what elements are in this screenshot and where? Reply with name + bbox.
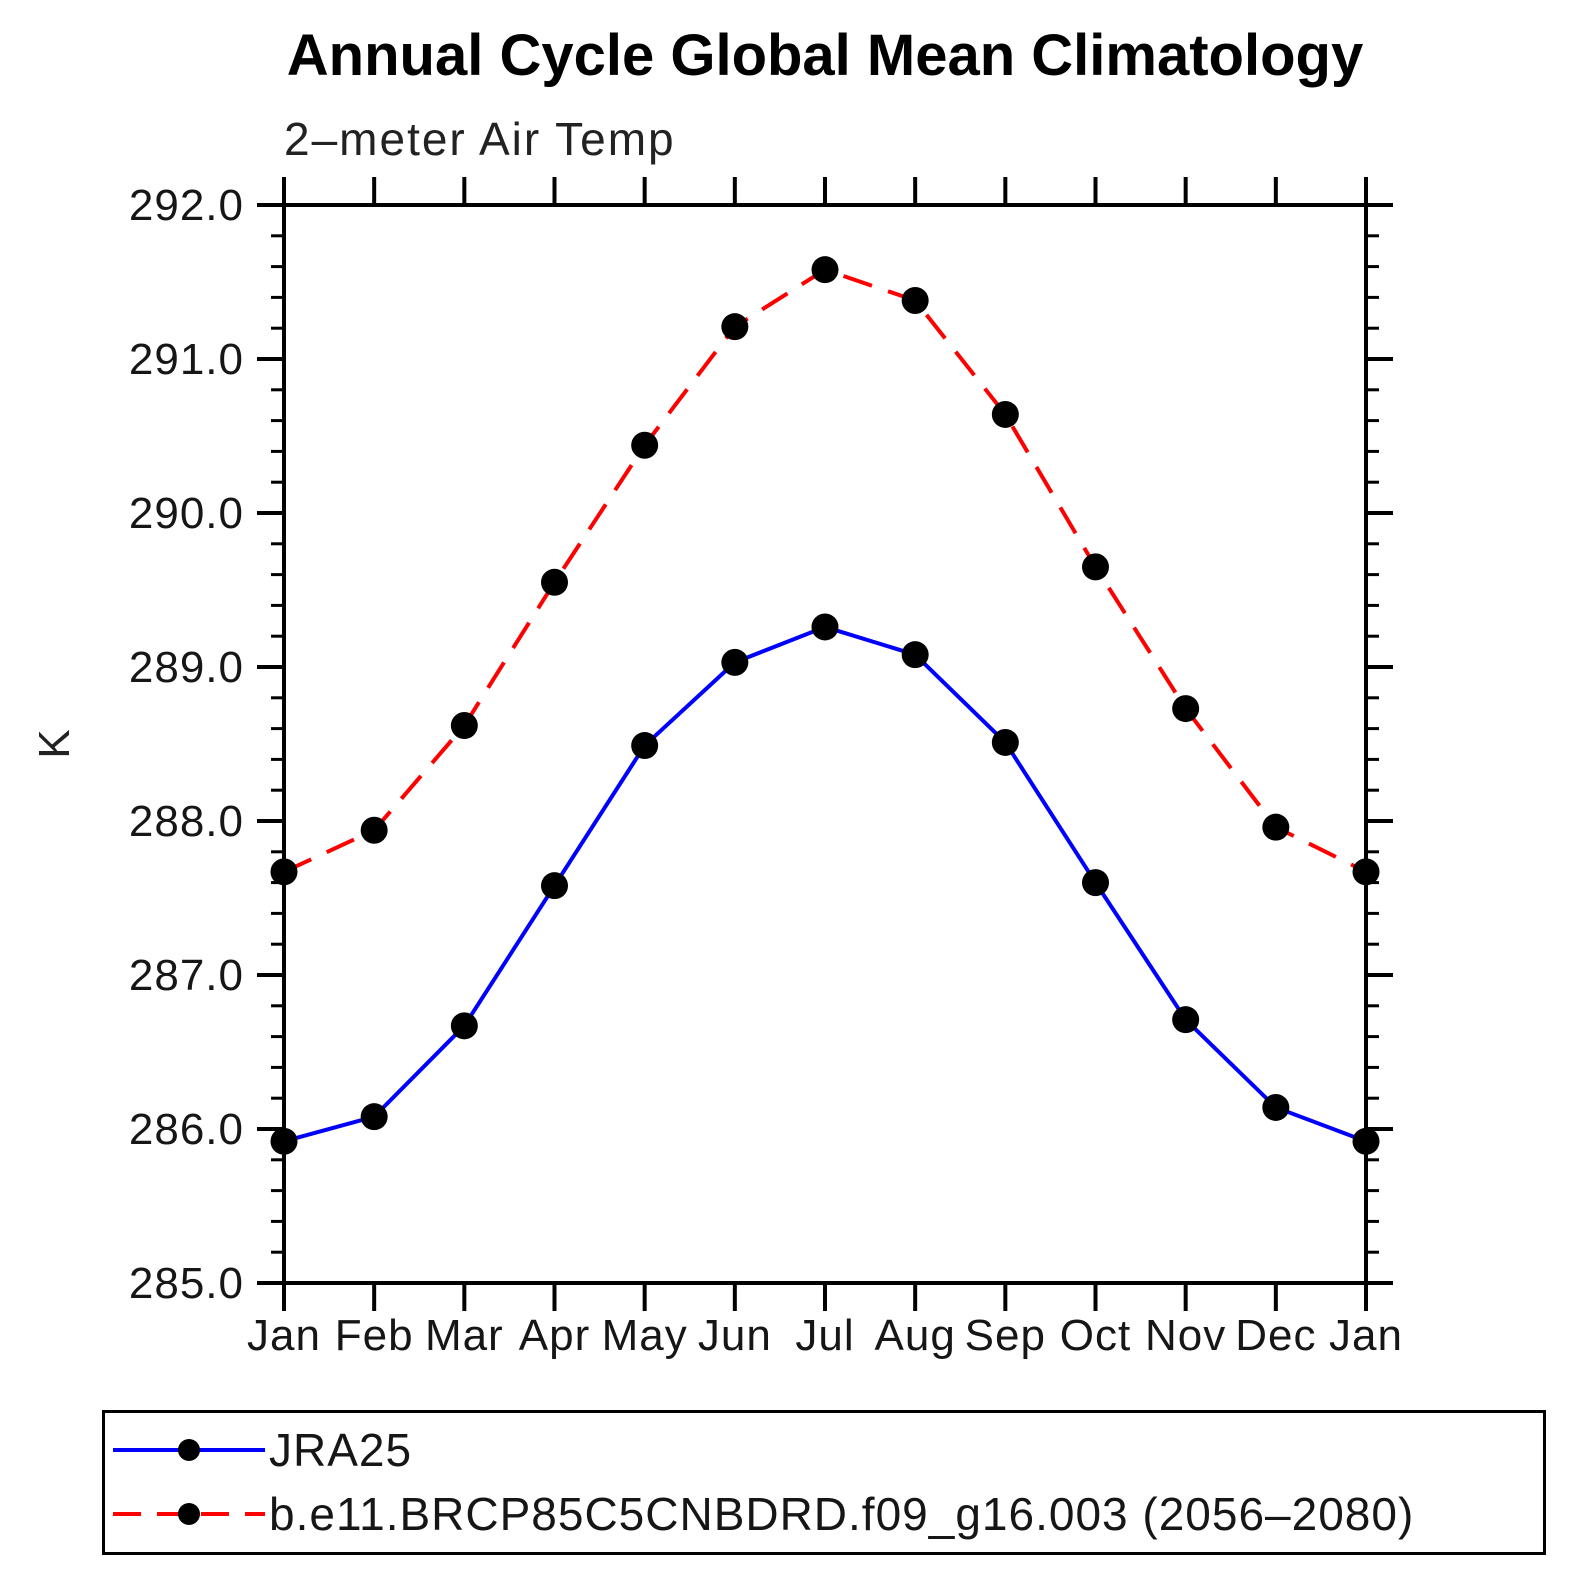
x-tick-label: Jan [1329, 1311, 1403, 1360]
legend-swatch-solid-line [113, 1439, 265, 1461]
data-point-marker [1262, 813, 1290, 841]
data-point-marker [1262, 1093, 1290, 1121]
data-point-marker [450, 1012, 478, 1040]
legend-label-jra25: JRA25 [269, 1424, 413, 1476]
x-tick-label: Aug [875, 1311, 956, 1360]
series-line [283, 624, 1367, 1144]
data-point-marker [631, 732, 659, 760]
data-point-marker [1082, 553, 1109, 581]
series-model [270, 256, 1380, 886]
x-tick-label: Jul [795, 1311, 854, 1360]
data-point-marker [450, 712, 478, 740]
y-tick-label: 290.0 [129, 489, 244, 538]
chart-title: Annual Cycle Global Mean Climatology [286, 23, 1364, 88]
x-tick-label: Dec [1235, 1311, 1316, 1360]
y-tick-label: 287.0 [129, 951, 244, 1000]
legend-marker-dot [178, 1503, 200, 1525]
series-jra25 [270, 613, 1380, 1155]
data-point-marker [1352, 1127, 1380, 1155]
x-tick-label: Jan [247, 1311, 321, 1360]
chart-subtitle: 2–meter Air Temp [284, 113, 676, 165]
data-point-marker [1172, 695, 1200, 723]
data-point-marker [1082, 869, 1109, 897]
data-point-marker [270, 1127, 298, 1155]
data-point-marker [1172, 1006, 1200, 1034]
data-point-marker [991, 400, 1019, 428]
x-tick-label: Jun [698, 1311, 772, 1360]
legend-marker-dot [178, 1439, 200, 1461]
x-tick-label: Apr [519, 1311, 590, 1360]
data-point-marker [991, 728, 1019, 756]
axes [257, 177, 1393, 1311]
x-tick-label: Feb [335, 1311, 414, 1360]
data-point-marker [270, 858, 298, 886]
legend-swatch-dashed-line [113, 1503, 265, 1525]
series-line [283, 267, 1367, 874]
y-tick-labels: 285.0 286.0 287.0 288.0 289.0 290.0 291.0 292.0 [129, 181, 244, 1308]
data-point-marker [1352, 858, 1380, 886]
legend-label-model: b.e11.BRCP85C5CNBDRD.f09_g16.003 (2056–2… [269, 1488, 1415, 1540]
y-tick-label: 286.0 [129, 1105, 244, 1154]
x-tick-label: May [602, 1311, 688, 1360]
data-point-marker [721, 648, 749, 676]
data-point-marker [541, 872, 568, 900]
x-tick-label: Mar [425, 1311, 504, 1360]
data-point-marker [811, 613, 839, 641]
x-tick-label: Sep [965, 1311, 1046, 1360]
y-tick-label: 291.0 [129, 335, 244, 384]
data-point-marker [901, 286, 929, 314]
data-point-marker [901, 641, 929, 669]
x-tick-label: Nov [1145, 1311, 1226, 1360]
data-point-marker [541, 568, 568, 596]
x-tick-labels: Jan Feb Mar Apr May Jun Jul Aug Sep Oct Nov Dec Jan [247, 1311, 1403, 1360]
legend-box: JRA25 b.e11.BRCP85C5CNBDRD.f09_g16.003 (… [102, 1410, 1546, 1555]
y-tick-label: 292.0 [129, 181, 244, 230]
legend-item-model: b.e11.BRCP85C5CNBDRD.f09_g16.003 (2056–2… [109, 1488, 1414, 1540]
data-point-marker [360, 816, 388, 844]
legend-item-jra25: JRA25 [109, 1424, 412, 1476]
x-tick-label: Oct [1060, 1311, 1131, 1360]
y-tick-label: 288.0 [129, 797, 244, 846]
y-tick-label: 285.0 [129, 1259, 244, 1308]
y-tick-label: 289.0 [129, 643, 244, 692]
data-point-marker [811, 256, 839, 284]
data-point-marker [360, 1103, 388, 1131]
data-point-marker [631, 431, 659, 459]
data-point-marker [721, 313, 749, 341]
